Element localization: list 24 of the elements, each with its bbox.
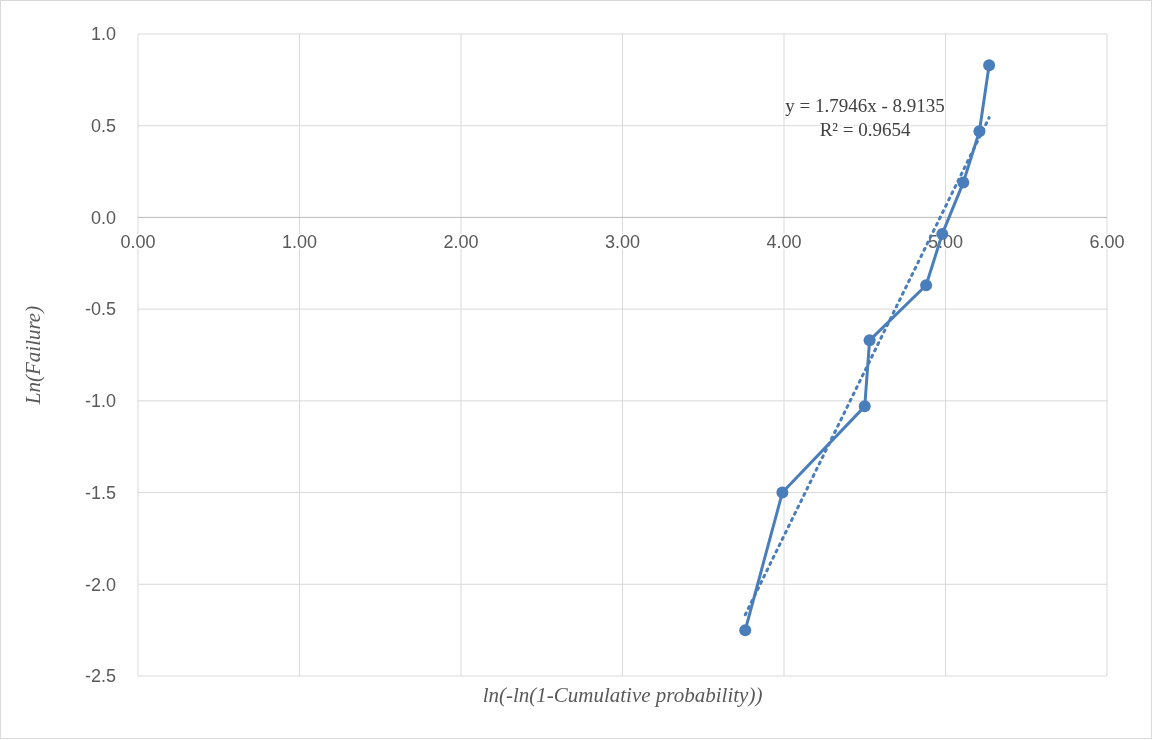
x-tick-label: 2.00 <box>443 231 479 252</box>
x-tick-label: 4.00 <box>766 231 802 252</box>
x-tick-label: 1.00 <box>281 231 318 252</box>
y-tick-label: -0.5 <box>84 299 116 320</box>
y-axis-title: Ln(Failure) <box>21 305 45 406</box>
annotation: R² = 0.9654 <box>819 119 912 140</box>
x-axis-title: ln(-ln(1-Cumulative probability)) <box>482 683 763 707</box>
x-tick-label: 0.00 <box>120 231 156 252</box>
x-tick-label: 3.00 <box>604 231 641 252</box>
x-tick-label: 6.00 <box>1089 231 1125 252</box>
annotation: y = 1.7946x - 8.9135 <box>785 95 945 116</box>
point <box>920 279 933 292</box>
y-tick-label: -1.5 <box>84 482 116 503</box>
point <box>776 486 789 499</box>
y-tick-label: 1.0 <box>90 24 116 45</box>
y-tick-label: -2.0 <box>84 574 116 595</box>
point <box>739 624 752 637</box>
y-tick-label: 0.0 <box>90 207 116 228</box>
y-tick-label: 0.5 <box>90 116 116 137</box>
point <box>863 334 876 347</box>
point <box>983 59 996 72</box>
y-tick-label: -1.0 <box>84 391 116 412</box>
point <box>858 400 871 413</box>
y-tick-label: -2.5 <box>84 666 116 687</box>
